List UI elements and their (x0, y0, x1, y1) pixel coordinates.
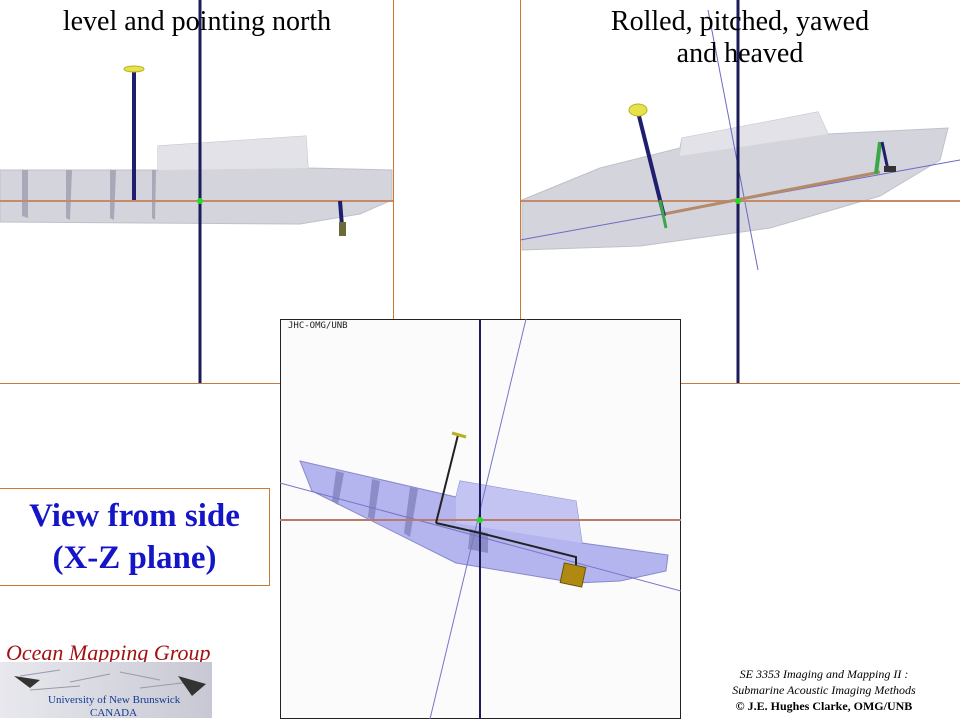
transducer-arm (338, 200, 344, 227)
caption-level: level and pointing north (62, 6, 332, 37)
transducer-arm (874, 141, 882, 175)
caption-motion-line2: and heaved (676, 38, 804, 69)
reference-point-icon (477, 517, 483, 523)
caption-motion-line1: Rolled, pitched, yawed (610, 6, 870, 37)
view-label-box: View from side (X-Z plane) (0, 488, 270, 586)
render-tag: JHC-OMG/UNB (288, 321, 348, 331)
vessel-cabin (456, 481, 582, 543)
lever-arm (435, 522, 577, 569)
course-credits: SE 3353 Imaging and Mapping II : Submari… (694, 666, 954, 714)
view-label-line1: View from side (29, 498, 240, 534)
view-label-line2: (X-Z plane) (52, 540, 217, 576)
reference-point-icon (735, 198, 741, 204)
credit-course: SE 3353 Imaging and Mapping II : (739, 667, 909, 681)
logo-seafloor-graphic (0, 662, 212, 718)
hull-frames (22, 170, 156, 220)
panel-level-view (0, 0, 394, 384)
side-view-diagram (280, 319, 681, 719)
vessel-hull (521, 111, 949, 251)
hull-frames (332, 471, 488, 553)
reference-point-icon (197, 198, 203, 204)
transducer-icon (884, 166, 896, 172)
transducer-icon (339, 222, 346, 236)
submarine-left-icon (14, 676, 40, 688)
panel-side-view (280, 319, 681, 719)
antenna-mast (435, 434, 459, 524)
antenna-icon (123, 65, 145, 73)
credit-subject: Submarine Acoustic Imaging Methods (732, 683, 916, 697)
submarine-right-icon (178, 676, 206, 696)
antenna-mast (636, 111, 666, 217)
vessel-cabin (158, 136, 308, 170)
vessel-cabin (680, 112, 828, 156)
logo-country: CANADA (90, 707, 138, 719)
transducer-icon (559, 562, 587, 588)
antenna-icon (628, 103, 648, 117)
logo-university: University of New Brunswick (48, 694, 181, 706)
caption-motion: Rolled, pitched, yawed and heaved (560, 6, 920, 70)
lever-arm (663, 170, 881, 216)
antenna-icon (451, 431, 467, 439)
level-vessel-diagram (0, 0, 394, 384)
rotated-z-axis (707, 9, 759, 271)
credit-author: © J.E. Hughes Clarke, OMG/UNB (735, 699, 913, 713)
logo-title: Ocean Mapping Group (6, 640, 211, 665)
ocean-mapping-group-logo: Ocean Mapping Group University of New Br… (0, 640, 230, 720)
